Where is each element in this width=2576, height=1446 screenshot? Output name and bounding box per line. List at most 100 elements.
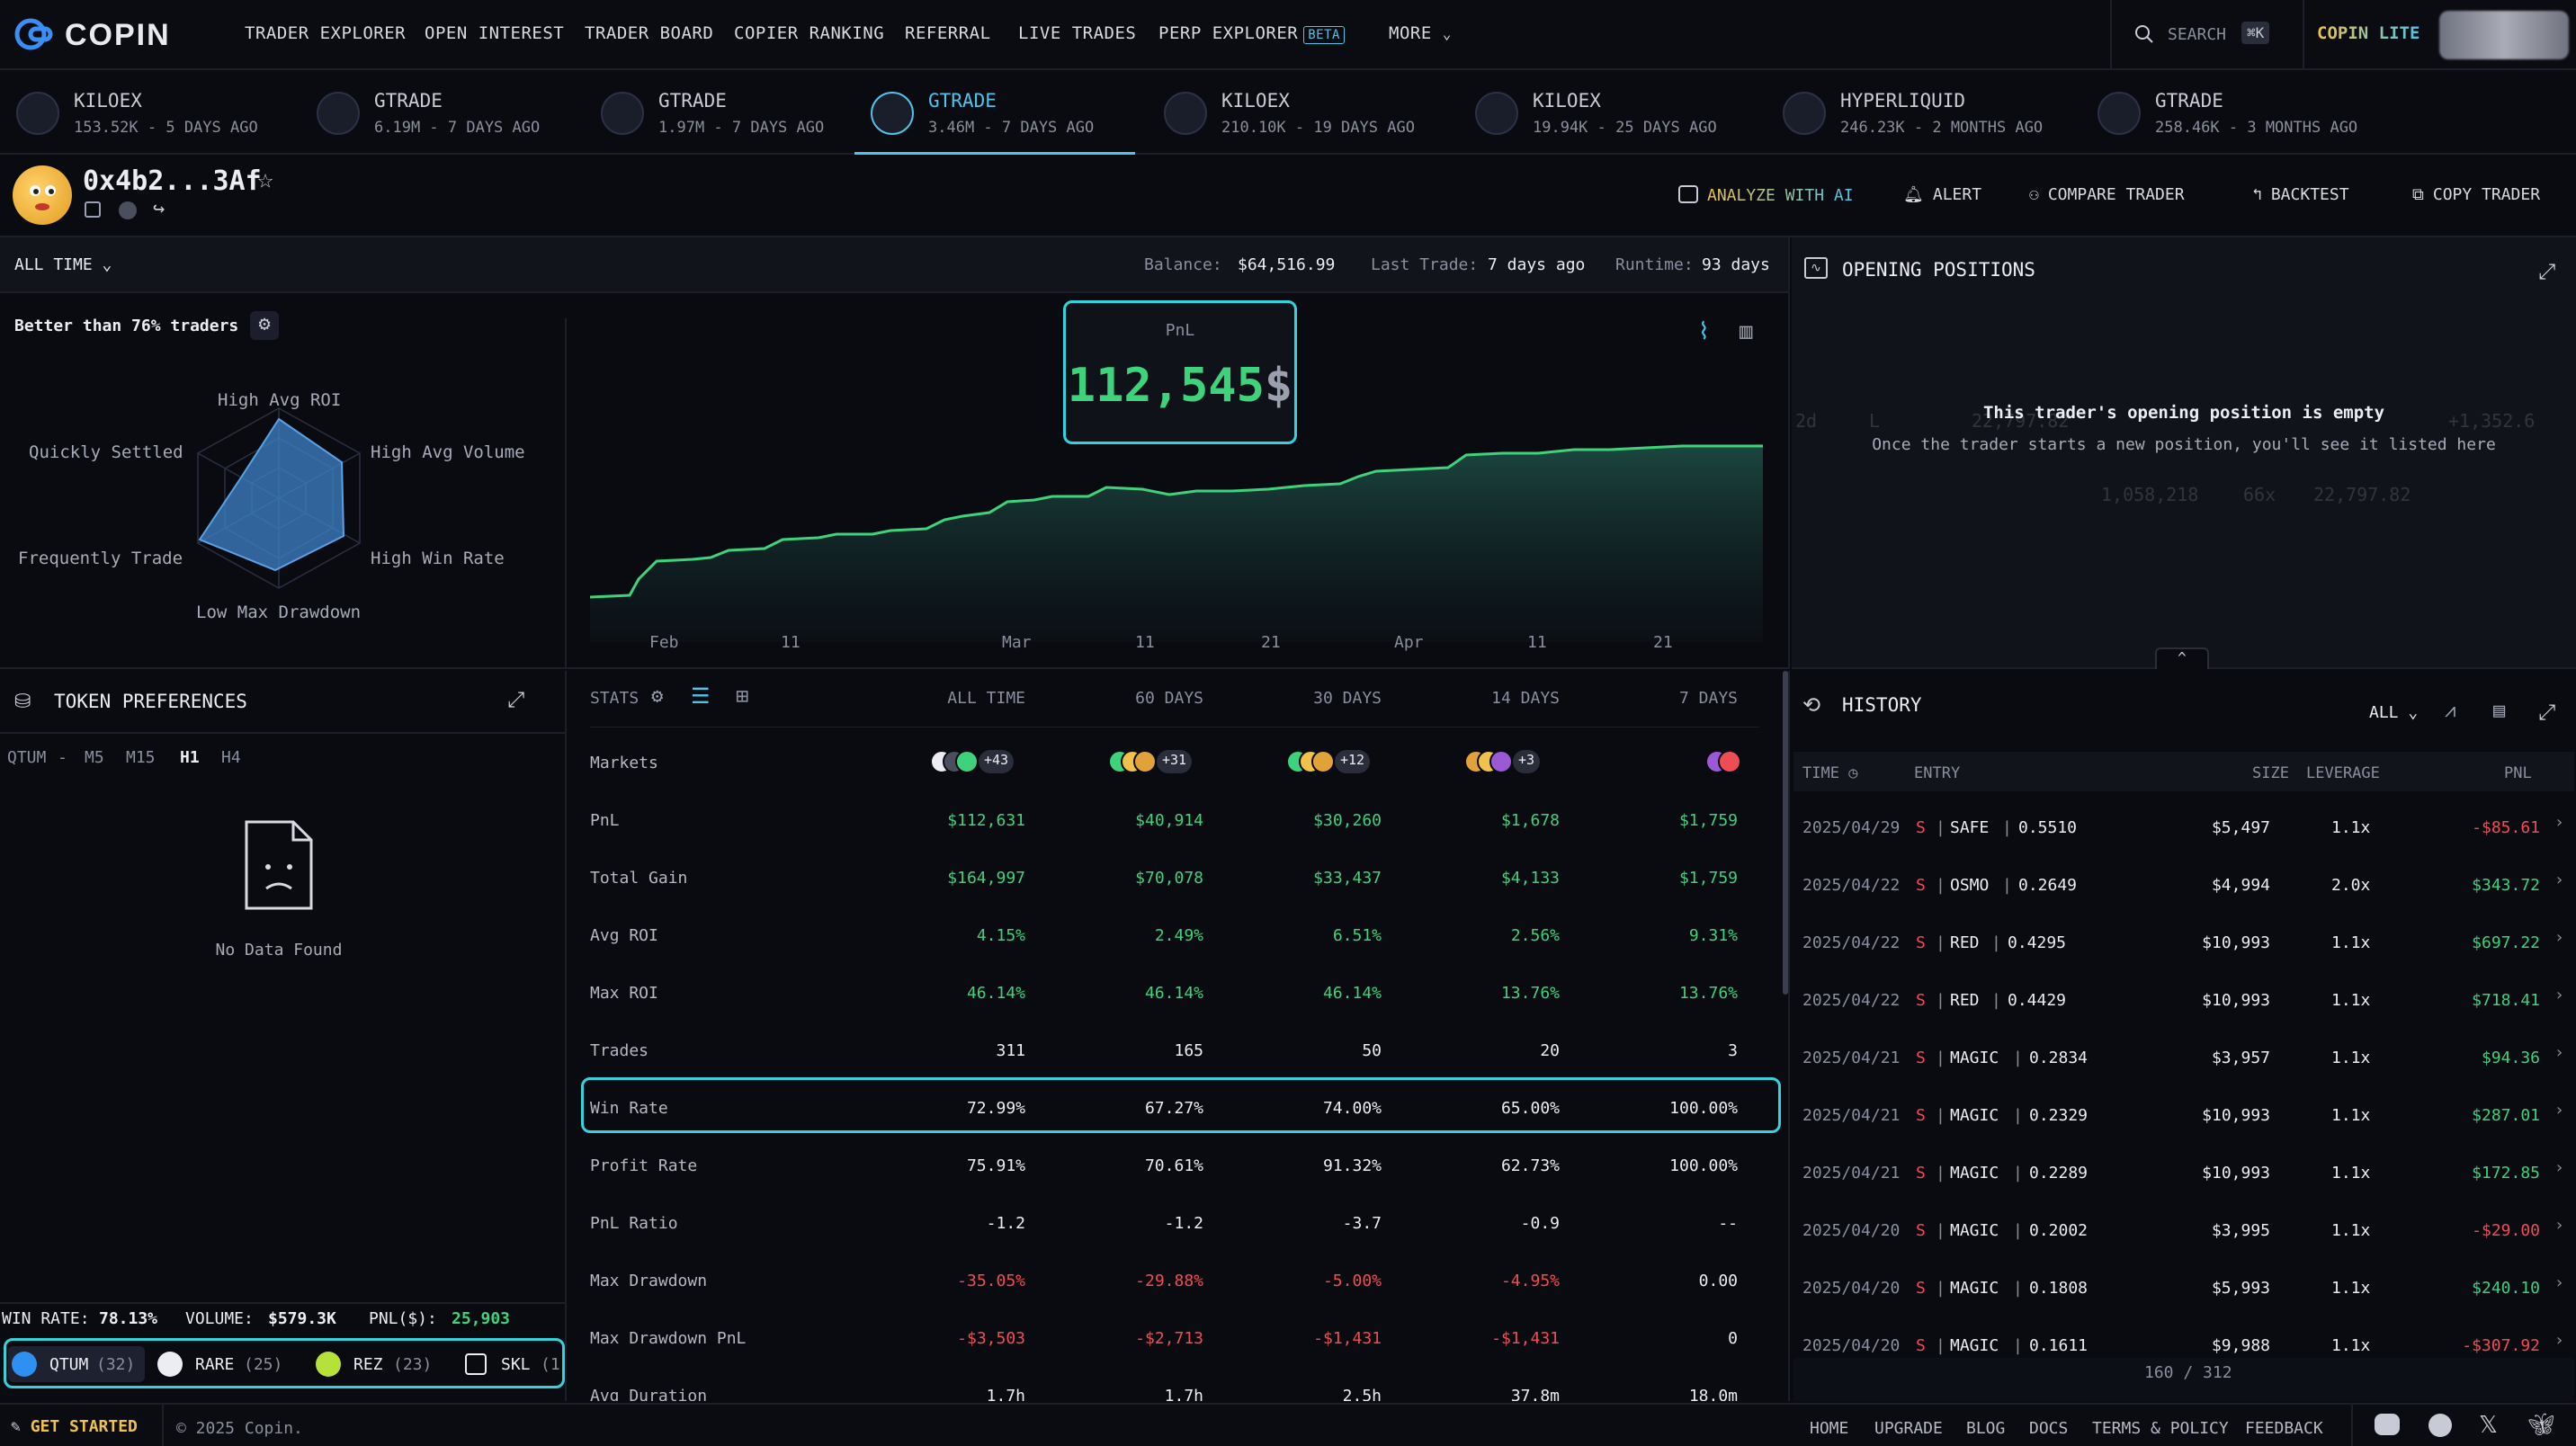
copin-logo[interactable]: COPIN (13, 16, 210, 52)
stats-col-header: 14 DAYS (1491, 689, 1560, 708)
trader-tab-active[interactable]: GTRADE 3.46M - 7 DAYS AGO (854, 72, 1135, 155)
history-row[interactable]: 2025/04/20 S | MAGIC | 0.2002 $3,995 1.1x -$29.0… (1793, 1201, 2567, 1259)
token-filter[interactable]: QTUM (7, 748, 47, 767)
footer-blog[interactable]: BLOG (1966, 1419, 2006, 1438)
radar-label: Low Max Drawdown (196, 602, 362, 622)
nav-live-trades[interactable]: LIVE TRADES (1018, 23, 1137, 43)
history-filter[interactable]: ALL ⌄ (2369, 703, 2418, 722)
tab-protocol: GTRADE (658, 90, 727, 112)
expand-icon[interactable]: ⤢ (2538, 700, 2556, 725)
copy-trader-button[interactable]: ⧉ COPY TRADER (2412, 185, 2540, 204)
history-row[interactable]: 2025/04/22 S | RED | 0.4295 $10,993 1.1x $697.22… (1793, 914, 2567, 971)
history-date: 2025/04/20 (1802, 1336, 1901, 1355)
history-row[interactable]: 2025/04/22 S | OSMO | 0.2649 $4,994 2.0x $343.72… (1793, 856, 2567, 914)
copy-icon[interactable] (85, 201, 101, 218)
stats-value: 165 (1174, 1041, 1203, 1060)
collapse-handle[interactable]: ^ (2155, 647, 2209, 669)
expand-icon[interactable]: ⤢ (507, 687, 525, 712)
chevron-right-icon: › (2554, 813, 2564, 832)
footer-docs[interactable]: DOCS (2029, 1419, 2069, 1438)
compare-trader-button[interactable]: ⚇ COMPARE TRADER (2029, 185, 2185, 204)
trader-tabs: KILOEX 153.52K - 5 DAYS AGO GTRADE 6.19M -… (0, 72, 2576, 155)
trader-avatar (13, 165, 72, 225)
account-avatar[interactable] (2439, 11, 2569, 59)
history-row[interactable]: 2025/04/20 S | MAGIC | 0.1611 $9,988 1.1x -$307.… (1793, 1317, 2567, 1374)
balance-label: Balance: (1144, 255, 1222, 274)
radar-label: High Win Rate (371, 549, 505, 568)
trader-address[interactable]: 0x4b2...3Af (83, 165, 262, 197)
token-chip[interactable]: RARE (25) (154, 1346, 307, 1382)
trader-tab[interactable]: KILOEX 153.52K - 5 DAYS AGO (0, 72, 297, 155)
alert-button[interactable]: 🔔︎ ALERT (1903, 185, 1981, 204)
bar-chart-icon[interactable]: ▥ (1740, 318, 1753, 344)
history-row[interactable]: 2025/04/29 S | SAFE | 0.5510 $5,497 1.1x -$85.61… (1793, 799, 2567, 856)
history-row[interactable]: 2025/04/21 S | MAGIC | 0.2289 $10,993 1.1x $172.… (1793, 1144, 2567, 1201)
discord-icon[interactable] (2375, 1414, 2400, 1435)
nav-referral[interactable]: REFERRAL (905, 23, 991, 43)
trader-tab[interactable]: KILOEX 210.10K - 19 DAYS AGO (1148, 72, 1445, 155)
interval-h4[interactable]: H4 (221, 748, 241, 767)
backtest-button[interactable]: ↰ BACKTEST (2252, 185, 2349, 204)
history-size: $3,995 (2211, 1221, 2270, 1240)
history-sep: | (1991, 991, 2001, 1010)
interval-h1[interactable]: H1 (180, 748, 200, 767)
telegram-icon[interactable] (2428, 1414, 2452, 1437)
trader-tab[interactable]: GTRADE 258.46K - 3 MONTHS AGO (2081, 72, 2405, 155)
token-chip[interactable]: REZ (23) (312, 1346, 447, 1382)
interval-m15[interactable]: M15 (126, 748, 156, 767)
history-row[interactable]: 2025/04/20 S | MAGIC | 0.1808 $5,993 1.1x $240.1… (1793, 1259, 2567, 1317)
nav-trader-board[interactable]: TRADER BOARD (585, 23, 714, 43)
bluesky-icon[interactable]: 🦋︎ (2527, 1412, 2555, 1437)
x-twitter-icon[interactable]: 𝕏 (2479, 1412, 2498, 1439)
stats-scrollbar[interactable] (1783, 671, 1788, 995)
trader-tab[interactable]: KILOEX 19.94K - 25 DAYS AGO (1459, 72, 1756, 155)
interval-m5[interactable]: M5 (85, 748, 104, 767)
tab-protocol: KILOEX (74, 90, 142, 112)
history-date: 2025/04/22 (1802, 876, 1901, 895)
nav-open-interest[interactable]: OPEN INTEREST (425, 23, 565, 43)
history-row[interactable]: 2025/04/21 S | MAGIC | 0.2834 $3,957 1.1x $94.36… (1793, 1029, 2567, 1086)
protocol-icon (1475, 92, 1518, 135)
skl-icon (465, 1353, 487, 1375)
footer-terms[interactable]: TERMS & POLICY (2092, 1419, 2229, 1438)
grid-view-icon[interactable]: ⊞ (736, 683, 749, 709)
line-chart-icon[interactable]: ⌇ (1698, 318, 1710, 345)
token-chip[interactable]: QTUM (32) (8, 1346, 145, 1382)
tab-protocol: KILOEX (1533, 90, 1601, 112)
history-row[interactable]: 2025/04/22 S | RED | 0.4429 $10,993 1.1x $718.41… (1793, 971, 2567, 1029)
search-button[interactable]: SEARCH ⌘K (2133, 20, 2286, 50)
volume-label: VOLUME: (185, 1309, 254, 1328)
nav-trader-explorer[interactable]: TRADER EXPLORER (245, 23, 407, 43)
gear-icon[interactable]: ⚙ (651, 685, 664, 708)
star-icon[interactable]: ☆ (257, 164, 274, 195)
trader-tab[interactable]: HYPERLIQUID 246.23K - 2 MONTHS AGO (1767, 72, 2072, 155)
stats-value: 100.00% (1669, 1156, 1738, 1175)
chart-toggle-icon[interactable]: ⩘ (2445, 700, 2456, 722)
history-size: $10,993 (2202, 1106, 2270, 1125)
explorer-icon[interactable] (119, 201, 137, 219)
nav-copier-ranking[interactable]: COPIER RANKING (734, 23, 885, 43)
history-sep: | (1936, 1049, 1945, 1067)
expand-icon[interactable]: ⤢ (2538, 259, 2556, 284)
footer-home[interactable]: HOME (1810, 1419, 1849, 1438)
get-started-button[interactable]: ✎ GET STARTED (11, 1417, 138, 1436)
share-icon[interactable]: ↪ (153, 198, 165, 220)
settings-gear-icon[interactable]: ⚙ (250, 311, 279, 340)
trader-tab[interactable]: GTRADE 1.97M - 7 DAYS AGO (585, 72, 854, 155)
analyze-ai-button[interactable]: ANALYZE WITH AI (1678, 185, 1854, 205)
token-chip[interactable]: SKL (1 (461, 1346, 562, 1382)
copin-lite-link[interactable]: COPIN LITE (2317, 23, 2420, 43)
history-row[interactable]: 2025/04/21 S | MAGIC | 0.2329 $10,993 1.1x $287.… (1793, 1086, 2567, 1144)
pnl-number: 112,545 (1067, 359, 1265, 413)
stats-col-header: 7 DAYS (1678, 689, 1738, 708)
columns-icon[interactable]: ▤ (2493, 700, 2506, 722)
list-view-icon[interactable]: ☰ (691, 683, 711, 709)
period-select[interactable]: ALL TIME ⌄ (14, 255, 112, 274)
qtum-icon (12, 1352, 37, 1377)
trader-tab[interactable]: GTRADE 6.19M - 7 DAYS AGO (300, 72, 579, 155)
stats-value: 18.0m (1688, 1387, 1738, 1401)
footer-feedback[interactable]: FEEDBACK (2245, 1419, 2323, 1438)
footer-upgrade[interactable]: UPGRADE (1874, 1419, 1943, 1438)
nav-more[interactable]: MORE ⌄ (1389, 23, 1452, 43)
nav-perp-explorer[interactable]: PERP EXPLORER BETA (1158, 23, 1345, 44)
